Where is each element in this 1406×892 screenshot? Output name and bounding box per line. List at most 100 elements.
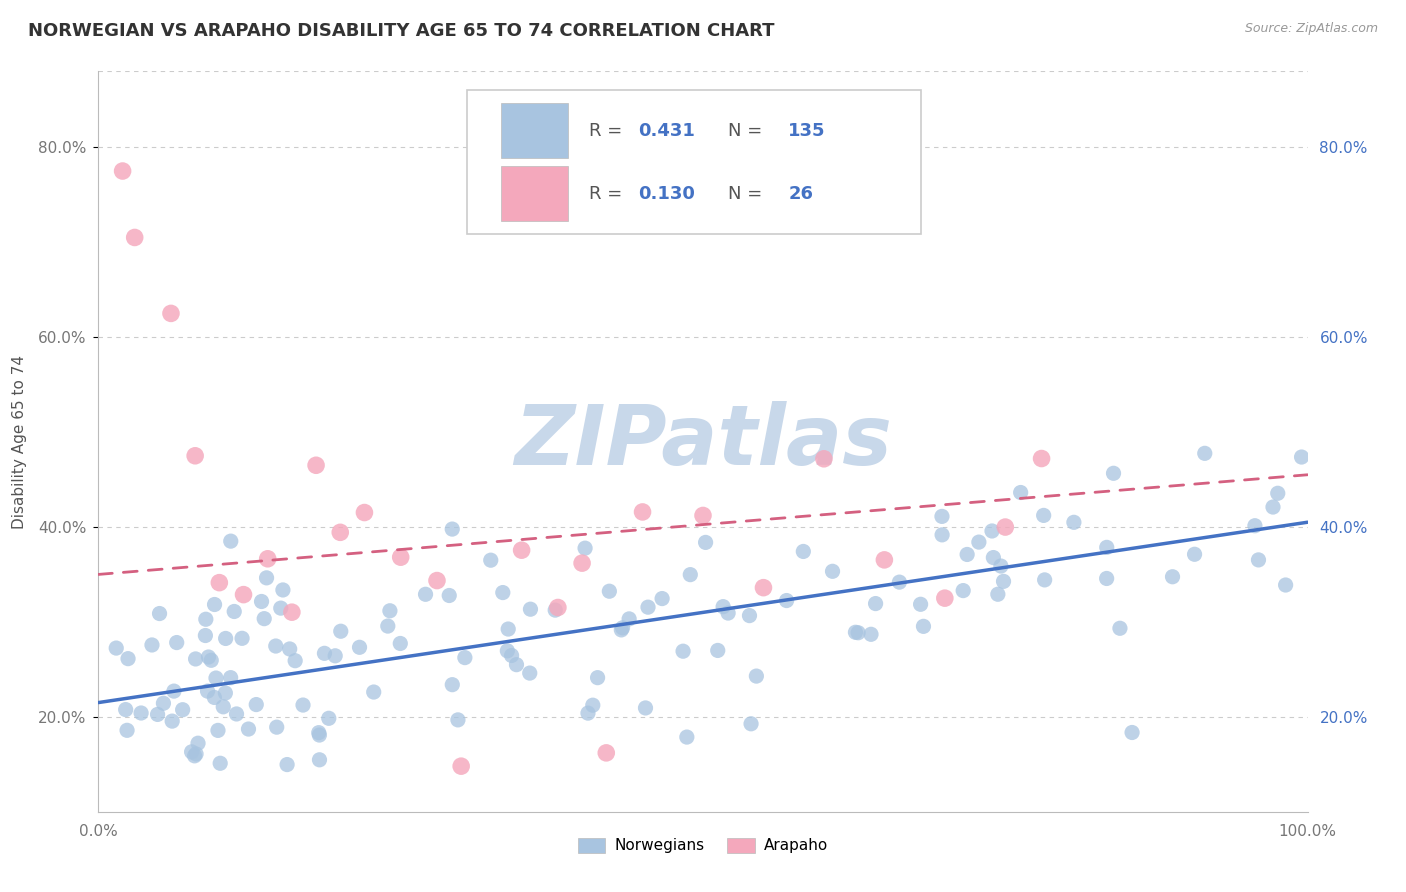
Point bbox=[117, 651, 139, 665]
Point bbox=[706, 643, 728, 657]
Point bbox=[1063, 516, 1085, 530]
Point bbox=[441, 522, 464, 536]
Point bbox=[612, 621, 634, 635]
Point bbox=[184, 449, 207, 463]
Text: NORWEGIAN VS ARAPAHO DISABILITY AGE 65 TO 74 CORRELATION CHART: NORWEGIAN VS ARAPAHO DISABILITY AGE 65 T… bbox=[28, 22, 775, 40]
Point bbox=[1184, 547, 1206, 561]
Point bbox=[617, 612, 640, 626]
Point bbox=[172, 703, 194, 717]
Point bbox=[278, 642, 301, 657]
Point bbox=[692, 508, 714, 523]
Point bbox=[184, 652, 207, 666]
Point bbox=[454, 650, 477, 665]
Point bbox=[752, 581, 775, 595]
Point bbox=[207, 723, 229, 738]
Text: R =: R = bbox=[589, 121, 628, 139]
Point bbox=[492, 585, 515, 599]
Point bbox=[271, 582, 294, 597]
Point bbox=[447, 713, 470, 727]
Point bbox=[266, 720, 288, 734]
Point bbox=[197, 650, 219, 665]
Point bbox=[270, 601, 292, 615]
Point bbox=[281, 605, 304, 619]
Point bbox=[792, 544, 814, 558]
Point bbox=[250, 594, 273, 608]
Point bbox=[1121, 725, 1143, 739]
Point bbox=[426, 574, 449, 588]
Point bbox=[967, 535, 990, 549]
Point bbox=[231, 632, 253, 646]
Point bbox=[194, 612, 217, 626]
Point bbox=[889, 575, 911, 590]
Point bbox=[200, 653, 222, 667]
Point bbox=[595, 746, 617, 760]
Point bbox=[180, 745, 202, 759]
Point bbox=[695, 535, 717, 549]
Point bbox=[1244, 518, 1267, 533]
Point bbox=[318, 711, 340, 725]
Point bbox=[1010, 485, 1032, 500]
Point bbox=[505, 657, 527, 672]
Point bbox=[208, 575, 231, 590]
Point bbox=[329, 624, 352, 639]
Point bbox=[519, 666, 541, 681]
Point bbox=[1109, 621, 1132, 635]
Point bbox=[586, 671, 609, 685]
Point bbox=[931, 528, 953, 542]
Bar bbox=[501, 103, 568, 159]
Point bbox=[634, 701, 657, 715]
Text: 26: 26 bbox=[789, 185, 813, 202]
Point bbox=[994, 520, 1017, 534]
Point bbox=[415, 587, 437, 601]
Point bbox=[983, 550, 1005, 565]
Point bbox=[450, 759, 472, 773]
Point bbox=[353, 506, 375, 520]
Point bbox=[1161, 570, 1184, 584]
Point bbox=[146, 707, 169, 722]
Point bbox=[105, 641, 128, 656]
Text: ZIPatlas: ZIPatlas bbox=[515, 401, 891, 482]
Point bbox=[194, 628, 217, 642]
Point bbox=[610, 623, 633, 637]
Point bbox=[993, 574, 1015, 589]
Point bbox=[873, 553, 896, 567]
Point bbox=[284, 654, 307, 668]
Point bbox=[1095, 541, 1118, 555]
Point bbox=[1291, 450, 1313, 464]
Point bbox=[711, 599, 734, 614]
Point bbox=[389, 550, 412, 565]
Point bbox=[225, 706, 247, 721]
Point bbox=[305, 458, 328, 473]
Text: 135: 135 bbox=[789, 121, 825, 139]
Point bbox=[152, 696, 174, 710]
Point bbox=[124, 230, 146, 244]
Point bbox=[931, 509, 953, 524]
Text: R =: R = bbox=[589, 185, 628, 202]
Point bbox=[576, 706, 599, 720]
Point bbox=[166, 635, 188, 649]
Point bbox=[114, 702, 136, 716]
Text: 0.431: 0.431 bbox=[638, 121, 695, 139]
Point bbox=[846, 625, 869, 640]
Point bbox=[129, 706, 152, 720]
Point bbox=[1102, 467, 1125, 481]
Point bbox=[679, 567, 702, 582]
Point bbox=[990, 559, 1012, 574]
Point bbox=[214, 632, 236, 646]
Point bbox=[1247, 553, 1270, 567]
Point bbox=[859, 627, 882, 641]
Point bbox=[441, 678, 464, 692]
Point bbox=[214, 686, 236, 700]
Point bbox=[912, 619, 935, 633]
Text: N =: N = bbox=[728, 185, 768, 202]
Point bbox=[308, 753, 330, 767]
FancyBboxPatch shape bbox=[467, 90, 921, 235]
Point bbox=[141, 638, 163, 652]
Bar bbox=[501, 166, 568, 221]
Point bbox=[598, 584, 620, 599]
Text: N =: N = bbox=[728, 121, 768, 139]
Point bbox=[637, 600, 659, 615]
Point bbox=[745, 669, 768, 683]
Point bbox=[910, 597, 932, 611]
Point bbox=[256, 571, 278, 585]
